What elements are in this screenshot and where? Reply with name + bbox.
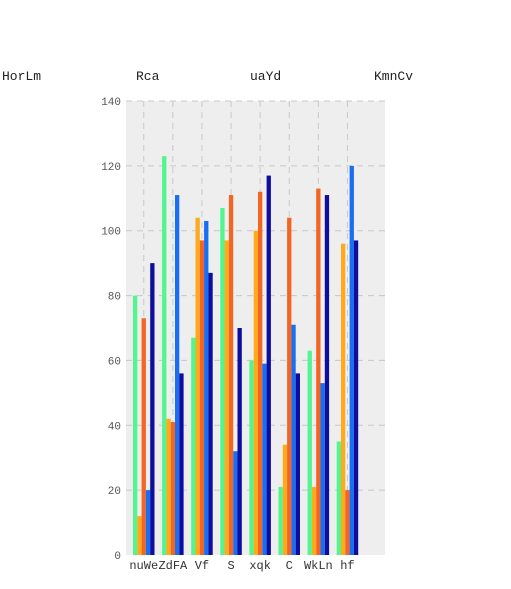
bar bbox=[220, 208, 225, 555]
legend-label: HorLm bbox=[2, 69, 42, 84]
bar bbox=[258, 191, 263, 556]
bar bbox=[179, 373, 184, 555]
bar bbox=[266, 175, 271, 556]
bar bbox=[233, 451, 238, 555]
bar bbox=[316, 188, 321, 556]
bar bbox=[170, 422, 175, 555]
bar bbox=[166, 418, 171, 555]
bar bbox=[295, 373, 300, 555]
y-tick-label: 140 bbox=[101, 97, 121, 109]
bar bbox=[150, 263, 155, 555]
y-tick-label: 80 bbox=[108, 292, 121, 304]
x-tick-label: ZdFA bbox=[158, 559, 188, 573]
y-tick-label: 120 bbox=[101, 162, 121, 174]
bar bbox=[341, 243, 346, 555]
bar bbox=[324, 195, 330, 556]
bar bbox=[349, 165, 354, 555]
bar bbox=[291, 324, 296, 555]
bar bbox=[175, 195, 180, 556]
bar bbox=[320, 383, 325, 555]
bar bbox=[278, 486, 283, 555]
bar bbox=[137, 516, 142, 555]
bar bbox=[345, 490, 350, 555]
bar bbox=[249, 360, 254, 555]
legend-label: KmnCv bbox=[374, 69, 414, 84]
bar bbox=[287, 217, 292, 555]
x-tick-label: xqk bbox=[249, 559, 271, 573]
bar bbox=[307, 350, 312, 555]
legend-label: Rca bbox=[136, 69, 160, 84]
bar bbox=[145, 490, 151, 555]
x-tick-label: Vf bbox=[195, 559, 209, 573]
bar bbox=[282, 444, 288, 555]
bar bbox=[311, 486, 317, 555]
x-tick-label: WkLn bbox=[304, 559, 333, 573]
bar bbox=[224, 240, 229, 555]
bar bbox=[204, 220, 209, 555]
bar bbox=[237, 328, 242, 555]
y-tick-label: 0 bbox=[114, 551, 121, 563]
x-tick-label: nuWe bbox=[129, 559, 158, 573]
bar bbox=[133, 295, 138, 555]
y-tick-label: 40 bbox=[108, 421, 121, 433]
bar bbox=[208, 272, 213, 555]
x-tick-label: S bbox=[227, 559, 234, 573]
bar bbox=[195, 217, 200, 555]
y-tick-label: 20 bbox=[108, 486, 121, 498]
bar bbox=[353, 240, 359, 555]
bar bbox=[228, 195, 234, 556]
bar bbox=[162, 156, 167, 555]
y-tick-label: 100 bbox=[101, 227, 121, 239]
bar bbox=[253, 230, 258, 555]
bar bbox=[336, 441, 341, 555]
bar bbox=[262, 363, 267, 555]
bar bbox=[199, 240, 205, 555]
x-tick-label: hf bbox=[340, 559, 354, 573]
y-tick-label: 60 bbox=[108, 356, 121, 368]
bar bbox=[141, 318, 146, 555]
x-tick-label: C bbox=[286, 559, 293, 573]
bar bbox=[191, 337, 196, 555]
legend-label: uaYd bbox=[250, 69, 282, 84]
